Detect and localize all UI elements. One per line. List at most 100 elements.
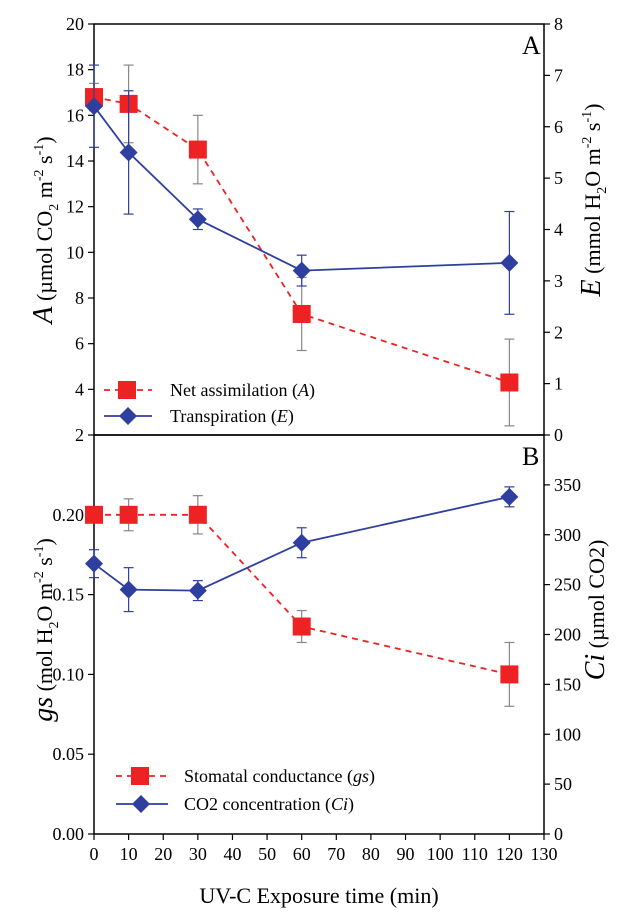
panel-a-left-tick-label: 8 bbox=[75, 288, 84, 308]
legend-item-transpiration: Transpiration (E) bbox=[104, 406, 294, 427]
x-tick-label: 80 bbox=[362, 844, 380, 864]
legend-label-net-assimilation: Net assimilation (A) bbox=[170, 380, 315, 401]
data-point-net-assimilation-a bbox=[188, 140, 207, 159]
panel-a-left-tick-label: 10 bbox=[66, 242, 84, 262]
panel-a-left-ylabel-sym: A bbox=[28, 306, 59, 326]
data-point-transpiration-e bbox=[188, 210, 207, 229]
panel-b-right-tick-label: 300 bbox=[554, 525, 581, 545]
x-tick-label: 40 bbox=[223, 844, 241, 864]
legend-label-transpiration: Transpiration (E) bbox=[170, 406, 294, 427]
panel-a-left-tick-label: 16 bbox=[66, 105, 84, 125]
x-tick-label: 70 bbox=[327, 844, 345, 864]
data-point-co2-concentration-ci bbox=[188, 581, 207, 600]
panel-a-left-tick-label: 12 bbox=[66, 197, 84, 217]
panel-a-right-tick-label: 1 bbox=[554, 374, 563, 394]
legend-item-co2-concentration: CO2 concentration (Ci) bbox=[116, 794, 354, 815]
data-point-transpiration-e bbox=[119, 143, 138, 162]
data-point-stomatal-conductance-gs bbox=[500, 665, 519, 684]
panel-b-series bbox=[85, 486, 519, 707]
x-tick-label: 20 bbox=[154, 844, 172, 864]
panel-b-left-tick-label: 0.15 bbox=[53, 585, 85, 605]
data-point-net-assimilation-a bbox=[292, 304, 311, 323]
panel-b-left-axis: 0.00 0.05 0.10 0.15 0.20 bbox=[53, 505, 94, 844]
data-point-stomatal-conductance-gs bbox=[292, 617, 311, 636]
panel-b-right-tick-label: 0 bbox=[554, 824, 563, 844]
panel-a-right-tick-label: 2 bbox=[554, 322, 563, 342]
panel-a-legend: Net assimilation (A) Transpiration (E) bbox=[104, 380, 315, 427]
panel-a-left-tick-label: 2 bbox=[75, 425, 84, 445]
panel-b-right-tick-label: 250 bbox=[554, 575, 581, 595]
series-line-transpiration-e bbox=[93, 105, 510, 272]
panel-b-right-axis: 0 50 100 150 200 250 300 350 bbox=[544, 475, 581, 844]
panel-b-right-tick-label: 100 bbox=[554, 724, 581, 744]
panel-a-letter: A bbox=[522, 31, 541, 60]
data-point-transpiration-e bbox=[500, 253, 519, 272]
data-point-transpiration-e bbox=[85, 97, 103, 116]
panel-a-left-tick-label: 4 bbox=[75, 379, 84, 399]
x-tick-label: 0 bbox=[90, 844, 99, 864]
panel-a-left-tick-label: 18 bbox=[66, 60, 84, 80]
panel-b-right-tick-label: 150 bbox=[554, 674, 581, 694]
data-point-stomatal-conductance-gs bbox=[119, 505, 138, 524]
data-point-transpiration-e bbox=[292, 261, 311, 280]
panel-b-x-axis: 0 10 20 30 40 50 60 70 80 90 100 110 120 130 bbox=[90, 834, 558, 864]
panel-b-letter: B bbox=[522, 442, 539, 471]
x-axis-label: UV-C Exposure time (min) bbox=[199, 883, 438, 908]
series-line-net-assimilation-a bbox=[93, 96, 510, 384]
legend-item-net-assimilation: Net assimilation (A) bbox=[104, 380, 315, 401]
x-tick-label: 100 bbox=[427, 844, 454, 864]
panel-a-left-axis: 20 18 16 14 12 10 8 6 4 2 bbox=[66, 14, 94, 445]
panel-a-right-tick-label: 4 bbox=[554, 220, 563, 240]
panel-a-series bbox=[85, 64, 519, 427]
panel-b-left-ylabel: gs (mol H2O m-2 s-1) bbox=[28, 538, 62, 722]
panel-a-right-ylabel-sym: E bbox=[576, 279, 607, 297]
panel-b-left-tick-label: 0.05 bbox=[53, 744, 85, 764]
panel-b-left-tick-label: 0.10 bbox=[53, 664, 85, 684]
panel-a-right-tick-label: 5 bbox=[554, 168, 563, 188]
panel-b-right-tick-label: 350 bbox=[554, 475, 581, 495]
data-point-co2-concentration-ci bbox=[119, 580, 138, 599]
x-tick-label: 50 bbox=[258, 844, 276, 864]
panel-a-right-tick-label: 8 bbox=[554, 14, 563, 34]
panel-a-right-tick-label: 0 bbox=[554, 425, 563, 445]
data-point-co2-concentration-ci bbox=[85, 554, 103, 573]
panel-a-right-axis: 8 7 6 5 4 3 2 1 0 bbox=[544, 14, 563, 445]
x-tick-label: 10 bbox=[120, 844, 138, 864]
panel-a-right-tick-label: 6 bbox=[554, 117, 563, 137]
legend-diamond-marker bbox=[132, 795, 150, 813]
x-tick-label: 90 bbox=[397, 844, 415, 864]
panel-a-left-tick-label: 14 bbox=[66, 151, 84, 171]
panel-b-legend: Stomatal conductance (gs) CO2 concentrat… bbox=[116, 766, 375, 815]
panel-a-left-ylabel: A (µmol CO2 m-2 s-1) bbox=[28, 136, 62, 325]
panel-b-left-tick-label: 0.20 bbox=[53, 505, 85, 525]
panel-a-left-tick-label: 6 bbox=[75, 334, 84, 354]
panel-b-right-ylabel-sym: Ci bbox=[580, 654, 611, 680]
data-point-stomatal-conductance-gs bbox=[188, 505, 207, 524]
panel-b-left-tick-label: 0.00 bbox=[53, 824, 85, 844]
x-tick-label: 120 bbox=[496, 844, 523, 864]
panel-a-right-ylabel: E (mmol H2O m-2 s-1) bbox=[576, 104, 610, 298]
data-point-stomatal-conductance-gs bbox=[85, 505, 103, 524]
legend-diamond-marker bbox=[119, 407, 137, 425]
data-point-co2-concentration-ci bbox=[292, 533, 311, 552]
x-tick-label: 130 bbox=[531, 844, 558, 864]
panel-b-right-tick-label: 50 bbox=[554, 774, 572, 794]
panel-a-left-tick-label: 20 bbox=[66, 14, 84, 34]
panel-b: 0.000.050.100.150.20 0501001502002503003… bbox=[28, 434, 611, 864]
data-point-co2-concentration-ci bbox=[500, 487, 519, 506]
legend-label-co2-concentration: CO2 concentration (Ci) bbox=[184, 794, 354, 815]
panel-b-right-tick-label: 200 bbox=[554, 625, 581, 645]
x-tick-label: 60 bbox=[293, 844, 311, 864]
panel-a-right-tick-label: 3 bbox=[554, 271, 563, 291]
panel-a-right-tick-label: 7 bbox=[554, 65, 563, 85]
panel-b-right-ylabel: Ci (µmol CO2) bbox=[580, 540, 611, 681]
legend-item-stomatal-conductance: Stomatal conductance (gs) bbox=[116, 766, 375, 787]
data-point-net-assimilation-a bbox=[500, 373, 519, 392]
x-tick-label: 30 bbox=[189, 844, 207, 864]
legend-square-marker bbox=[118, 381, 136, 399]
x-tick-label: 110 bbox=[462, 844, 488, 864]
legend-label-stomatal-conductance: Stomatal conductance (gs) bbox=[184, 766, 375, 787]
legend-square-marker bbox=[131, 767, 149, 785]
